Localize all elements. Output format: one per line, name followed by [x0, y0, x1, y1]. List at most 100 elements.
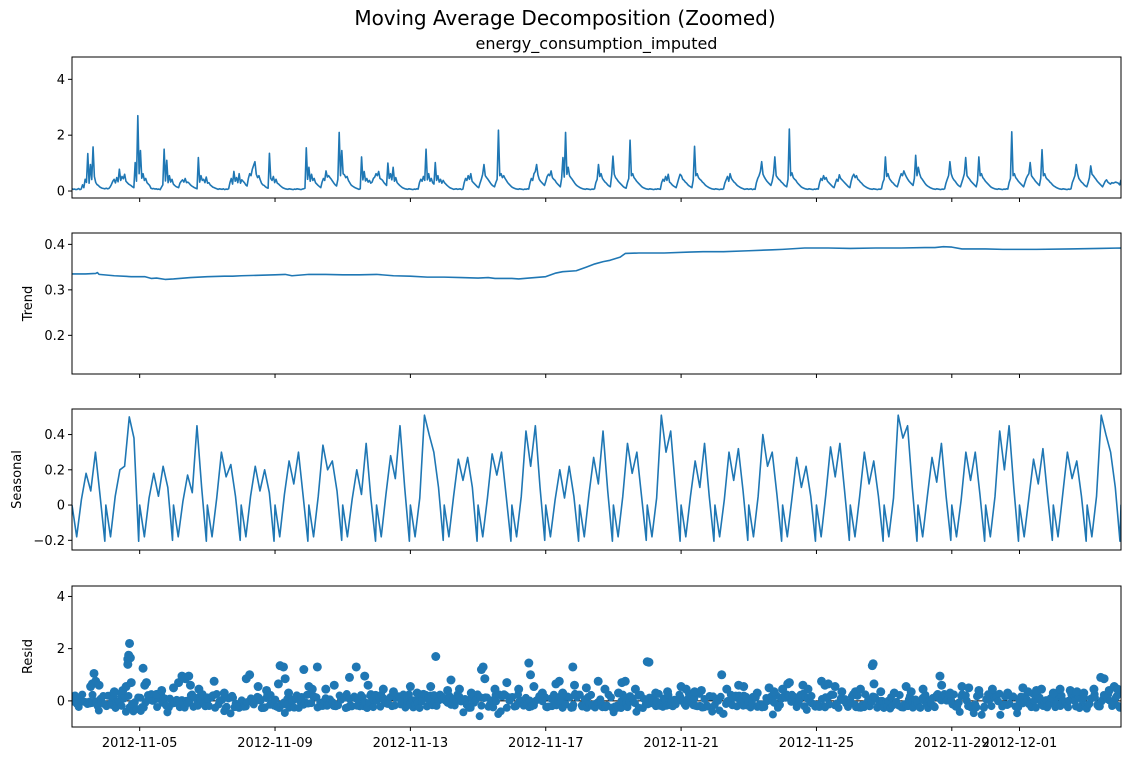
resid-point: [957, 682, 967, 692]
resid-point: [972, 703, 981, 712]
panel-title: energy_consumption_imputed: [476, 34, 718, 54]
resid-point: [769, 687, 779, 697]
resid-point: [834, 703, 843, 712]
resid-point: [526, 670, 536, 680]
resid-point: [94, 680, 104, 690]
x-tick-label: 2012-11-13: [373, 736, 449, 751]
resid-point: [739, 682, 749, 692]
panel-1-plot: [72, 114, 1121, 191]
resid-point: [581, 683, 591, 693]
resid-point: [245, 670, 255, 680]
resid-point: [405, 682, 415, 692]
resid-point: [620, 676, 630, 686]
resid-point: [916, 703, 925, 712]
resid-point: [868, 659, 878, 669]
resid-point: [1099, 674, 1109, 684]
resid-point: [945, 688, 955, 698]
resid-point: [980, 702, 989, 711]
resid-point: [554, 676, 564, 686]
resid-point: [784, 678, 794, 688]
resid-point: [397, 697, 406, 706]
figure-title: Moving Average Decomposition (Zoomed): [354, 6, 776, 30]
resid-point: [1072, 687, 1082, 697]
resid-point: [219, 688, 229, 698]
resid-point: [732, 702, 741, 711]
resid-point: [524, 658, 534, 668]
resid-point: [273, 679, 283, 689]
y-tick-label: 0.4: [44, 428, 65, 443]
resid-point: [94, 706, 103, 715]
resid-point: [124, 691, 133, 700]
resid-point: [229, 693, 238, 702]
panel-4-plot: [72, 638, 1121, 721]
resid-point: [570, 680, 579, 690]
resid-point: [1055, 684, 1065, 694]
resid-point: [141, 678, 151, 688]
resid-point: [351, 662, 361, 672]
resid-point: [218, 695, 227, 704]
resid-point: [502, 703, 511, 712]
resid-point: [964, 683, 974, 693]
resid-point: [593, 676, 603, 686]
resid-point: [157, 685, 167, 695]
resid-point: [363, 680, 373, 690]
resid-point: [446, 675, 456, 685]
resid-point: [690, 687, 700, 697]
resid-point: [443, 685, 453, 695]
panel-2-frame: [71, 232, 1122, 375]
x-tick-label: 2012-11-17: [508, 736, 584, 751]
resid-point: [918, 684, 928, 694]
resid-point: [299, 665, 309, 675]
resid-point: [802, 705, 811, 714]
resid-point: [344, 672, 354, 682]
panel-1-frame: [71, 56, 1122, 199]
x-tick-label: 2012-11-09: [237, 736, 313, 751]
resid-point: [360, 671, 370, 681]
resid-point: [768, 710, 777, 719]
resid-point: [466, 688, 476, 698]
y-tick-label: 0.3: [44, 283, 65, 298]
x-tick-label: 2012-11-25: [779, 736, 855, 751]
resid-point: [185, 680, 195, 690]
resid-point: [630, 684, 640, 694]
resid-point: [1005, 699, 1014, 708]
resid-point: [663, 687, 673, 697]
series-line: [72, 114, 1121, 191]
resid-point: [514, 684, 524, 694]
resid-point: [1048, 688, 1058, 698]
resid-point: [109, 687, 119, 697]
y-axis-label: Resid: [21, 639, 36, 674]
resid-point: [696, 685, 706, 695]
resid-point: [454, 684, 464, 694]
resid-point: [271, 695, 280, 704]
resid-point: [987, 684, 997, 694]
resid-point: [614, 688, 623, 698]
resid-point: [876, 687, 886, 697]
resid-point: [1113, 684, 1121, 694]
resid-point: [502, 678, 512, 688]
resid-point: [955, 707, 964, 716]
resid-point: [1090, 693, 1099, 702]
resid-point: [426, 682, 436, 692]
y-tick-label: 4: [57, 73, 65, 88]
resid-point: [855, 684, 865, 694]
resid-point: [399, 690, 408, 699]
resid-point: [378, 684, 388, 694]
resid-point: [529, 682, 539, 692]
resid-point: [906, 687, 916, 697]
resid-point: [278, 662, 288, 672]
resid-point: [681, 701, 690, 710]
y-tick-label: 0: [57, 185, 65, 200]
y-tick-label: 2: [57, 642, 65, 657]
resid-point: [719, 709, 728, 718]
resid-point: [722, 684, 732, 694]
resid-point: [996, 710, 1005, 719]
resid-point: [930, 703, 939, 712]
resid-point: [977, 710, 986, 719]
resid-point: [284, 688, 294, 698]
resid-point: [125, 638, 135, 648]
panel-4-frame: [71, 585, 1122, 728]
resid-point: [329, 680, 339, 690]
resid-point: [717, 670, 727, 680]
resid-point: [1003, 688, 1013, 698]
